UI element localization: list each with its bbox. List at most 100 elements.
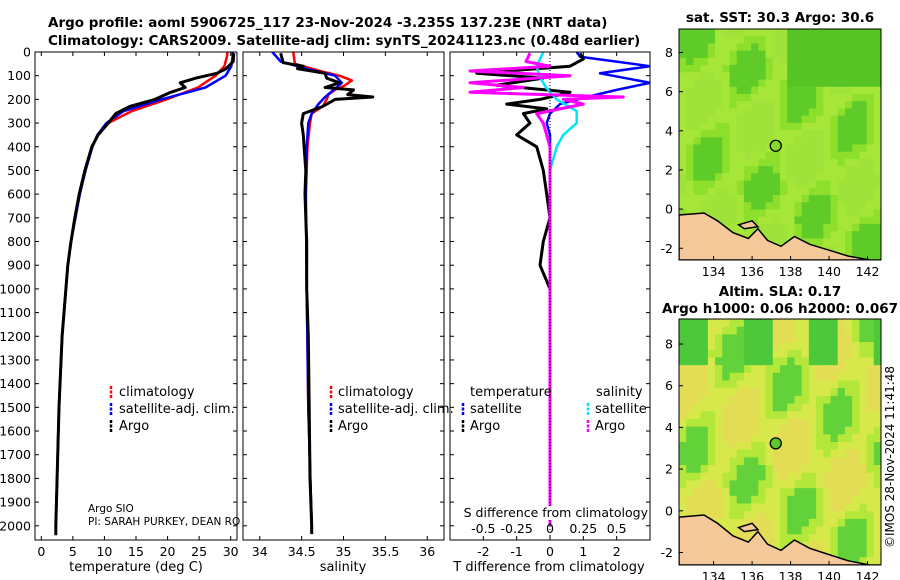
map-cell — [844, 166, 853, 174]
map-cell — [808, 372, 817, 381]
map-cell — [794, 319, 803, 328]
map-cell — [808, 93, 817, 102]
map-cell — [693, 79, 702, 88]
depth-tick-label: 1100 — [0, 305, 31, 320]
legend-climatology-label: climatology — [338, 385, 414, 400]
map-cell — [736, 50, 745, 59]
map-cell — [830, 357, 839, 366]
map-cell — [758, 388, 767, 397]
map-cell — [808, 495, 817, 504]
map-cell — [801, 403, 810, 412]
map-cell — [700, 326, 709, 335]
map-cell — [866, 319, 875, 328]
map-cell — [736, 137, 745, 145]
map-cell — [743, 518, 752, 528]
map-cell — [679, 319, 687, 328]
map-cell — [873, 209, 881, 218]
map-cell — [679, 86, 687, 95]
map-cell — [837, 388, 846, 397]
map-cell — [794, 518, 803, 528]
map-cell — [859, 130, 868, 138]
map-cell — [808, 231, 817, 239]
map-cell — [729, 187, 738, 196]
map-cell — [830, 372, 839, 381]
map-cell — [736, 144, 745, 153]
map-cell — [787, 108, 795, 117]
map-cell — [729, 180, 738, 189]
map-cell — [780, 173, 788, 182]
map-cell — [736, 372, 745, 381]
map-cell — [873, 326, 881, 335]
map-cell — [866, 557, 875, 565]
map-cell — [679, 209, 687, 218]
map-cell — [743, 511, 752, 520]
map-cell — [830, 465, 839, 474]
map-cell — [823, 334, 831, 343]
map-cell — [679, 403, 687, 412]
map-cell — [707, 151, 716, 160]
map-cell — [852, 43, 860, 52]
map-cell — [693, 503, 702, 512]
map-cell — [866, 442, 875, 451]
map-cell — [751, 50, 759, 59]
map-cell — [844, 180, 853, 189]
map-cell — [844, 511, 853, 520]
map-cell — [736, 43, 745, 52]
map-cell — [679, 93, 687, 102]
map-cell — [873, 503, 881, 512]
map-cell — [801, 202, 810, 210]
map-cell — [729, 130, 738, 138]
map-cell — [787, 488, 795, 497]
map-cell — [794, 403, 803, 412]
map-cell — [765, 93, 774, 102]
map-cell — [801, 395, 810, 405]
map-cell — [729, 173, 738, 182]
map-cell — [700, 93, 709, 102]
map-cell — [679, 472, 687, 481]
map-cell — [837, 349, 846, 358]
map-cell — [816, 108, 824, 117]
map-cell — [715, 108, 723, 117]
map-cell — [801, 488, 810, 497]
map-cell — [816, 388, 824, 397]
map-cell — [780, 334, 788, 343]
map-cell — [823, 434, 831, 443]
map-cell — [765, 488, 774, 497]
map-cell — [780, 57, 788, 66]
map-cell — [859, 380, 868, 389]
map-cell — [736, 380, 745, 389]
map-cell — [794, 209, 803, 218]
map-cell — [837, 449, 846, 458]
map-cell — [780, 130, 788, 138]
map-cell — [772, 130, 781, 138]
map-cell — [707, 319, 716, 328]
map-cell — [772, 223, 781, 232]
map-cell — [729, 195, 738, 203]
map-cell — [801, 480, 810, 489]
map-cell — [852, 480, 860, 489]
map-cell — [772, 357, 781, 366]
map-cell — [686, 511, 694, 520]
map-cell — [816, 187, 824, 196]
map-cell — [765, 357, 774, 366]
map-cell — [729, 36, 738, 44]
map-cell — [700, 57, 709, 66]
map-cell — [808, 195, 817, 203]
map-cell — [736, 334, 745, 343]
map-cell — [765, 326, 774, 335]
map-cell — [693, 93, 702, 102]
map-cell — [772, 231, 781, 239]
map-cell — [808, 187, 817, 196]
map-cell — [866, 457, 875, 466]
map-cell — [729, 426, 738, 435]
map-cell — [873, 101, 881, 109]
map-cell — [794, 151, 803, 160]
map-cell — [751, 334, 759, 343]
map-cell — [830, 426, 839, 435]
map-cell — [816, 511, 824, 520]
map-cell — [830, 434, 839, 443]
map-cell — [772, 57, 781, 66]
map-cell — [873, 108, 881, 117]
map-cell — [873, 449, 881, 458]
